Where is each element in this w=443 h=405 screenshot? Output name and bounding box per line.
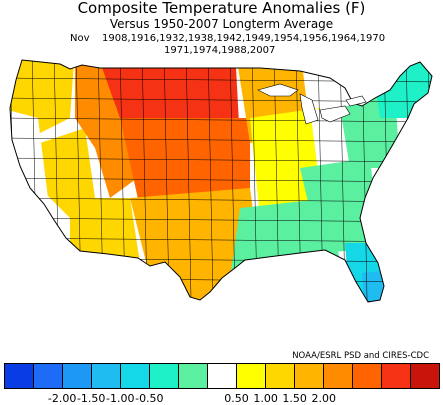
chart-title: Composite Temperature Anomalies (F)	[77, 0, 366, 17]
color-legend	[4, 363, 440, 389]
legend-swatch	[5, 364, 34, 388]
division-line	[10, 117, 432, 123]
legend-tick-label: 2.00	[311, 392, 336, 405]
legend-swatch	[353, 364, 382, 388]
years-line-1: 1908,1916,1932,1938,1942,1949,1954,1956,…	[102, 33, 386, 44]
legend-swatch	[150, 364, 179, 388]
division-line	[10, 157, 432, 163]
legend-swatch	[295, 364, 324, 388]
division-line	[10, 60, 432, 63]
legend-swatch	[411, 364, 439, 388]
chart-subtitle: Versus 1950-2007 Longterm Average	[109, 17, 334, 31]
legend-tick-label: -1.00	[106, 392, 135, 405]
legend-tick-label: 1.00	[253, 392, 278, 405]
region-texas-south	[165, 248, 235, 302]
legend-swatch	[266, 364, 295, 388]
legend-swatch	[63, 364, 92, 388]
legend-swatch	[179, 364, 208, 388]
credit-label: NOAA/ESRL PSD and CIRES-CDC	[292, 351, 429, 361]
legend-swatch	[237, 364, 266, 388]
legend-swatch	[121, 364, 150, 388]
region-southeast	[300, 158, 380, 253]
legend-tick-label: -2.00	[47, 392, 77, 405]
legend-swatch	[92, 364, 121, 388]
us-anomaly-map	[0, 59, 443, 342]
legend-swatch	[34, 364, 63, 388]
legend-tick-label: 0.50	[224, 392, 249, 405]
legend-tick-label: 1.50	[282, 392, 307, 405]
division-line	[10, 177, 432, 183]
great-lakes	[257, 83, 367, 125]
division-line	[0, 338, 443, 342]
legend-swatch	[324, 364, 353, 388]
legend-tick-label: -0.50	[135, 392, 164, 405]
legend-tick-label: -1.50	[76, 392, 106, 405]
division-line	[10, 137, 432, 143]
years-line-2: 1971,1974,1988,2007	[164, 45, 276, 56]
division-line	[0, 318, 443, 322]
region-great-basin	[40, 128, 95, 218]
legend-swatch	[208, 364, 237, 388]
month-label: Nov	[70, 33, 90, 44]
division-line	[427, 60, 432, 302]
legend-swatch	[382, 364, 411, 388]
region-desert-southwest	[70, 198, 140, 263]
